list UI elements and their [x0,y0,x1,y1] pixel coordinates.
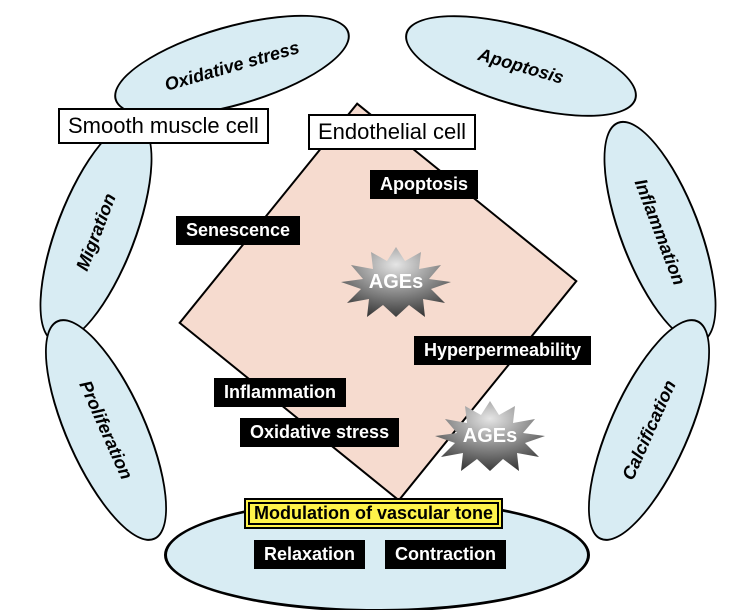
ages-label: AGEs [369,271,423,294]
ring-label: Inflammation [630,176,690,288]
ages-burst-2: AGEs [435,401,545,471]
chip-senescence: Senescence [176,216,300,245]
ring-label: Proliferation [75,377,137,482]
diagram-stage: Oxidative stress Apoptosis Migration Inf… [0,0,756,610]
banner-vascular-tone: Modulation of vascular tone [244,498,503,529]
title-endothelial-cell: Endothelial cell [308,114,476,150]
chip-hyperpermeability: Hyperpermeability [414,336,591,365]
ring-ellipse-inflammation: Inflammation [580,108,739,357]
ages-burst-1: AGEs [341,247,451,317]
chip-inflammation: Inflammation [214,378,346,407]
chip-relaxation: Relaxation [254,540,365,569]
chip-apoptosis: Apoptosis [370,170,478,199]
ring-label: Apoptosis [476,44,566,88]
title-smooth-muscle-cell: Smooth muscle cell [58,108,269,144]
ring-label: Oxidative stress [162,37,301,96]
chip-contraction: Contraction [385,540,506,569]
ring-ellipse-proliferation: Proliferation [21,304,192,556]
ring-label: Calcification [618,377,681,483]
chip-oxidative-stress: Oxidative stress [240,418,399,447]
ring-label: Migration [72,190,121,273]
ages-label: AGEs [463,425,517,448]
ring-ellipse-migration: Migration [16,108,175,357]
